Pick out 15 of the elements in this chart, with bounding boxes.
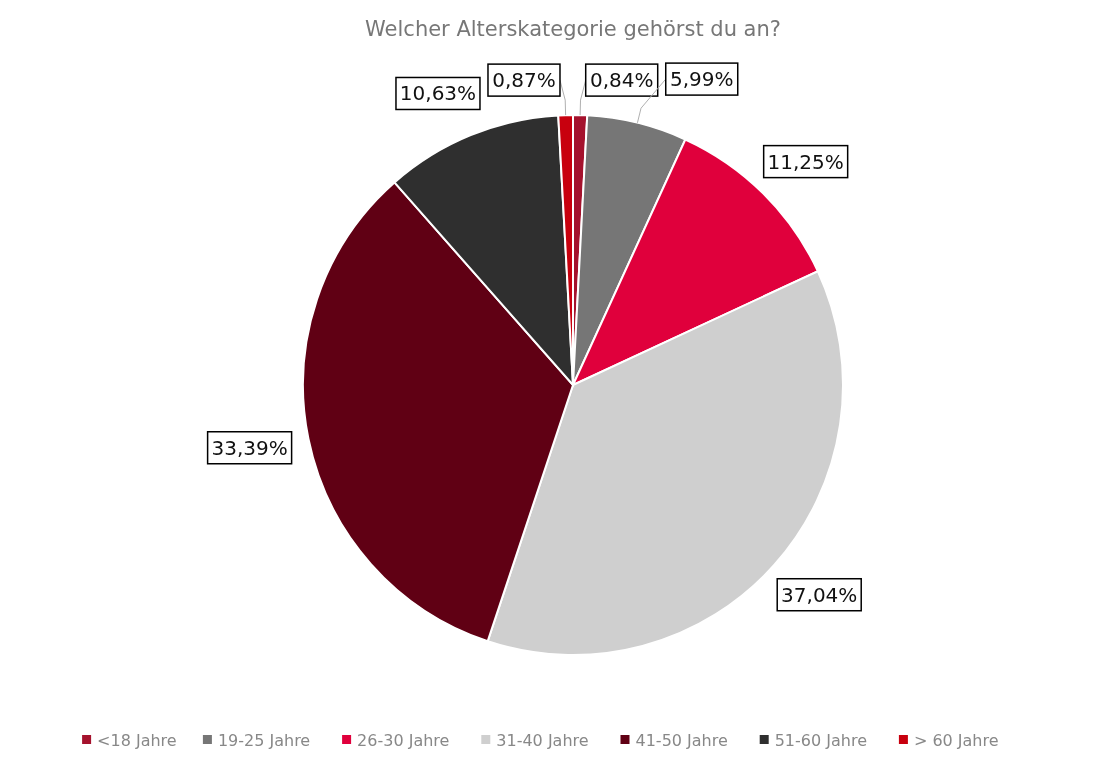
legend-label: > 60 Jahre: [913, 730, 999, 750]
data-label: 10,63%: [399, 81, 477, 106]
chart-title: Welcher Alterskategorie gehörst du an?: [365, 17, 781, 41]
legend-label: 31-40 Jahre: [496, 730, 589, 750]
legend-label: <18 Jahre: [97, 730, 177, 750]
data-label: 37,04%: [781, 582, 858, 607]
legend-label: 26-30 Jahre: [357, 730, 450, 750]
legend-label: 41-50 Jahre: [635, 730, 728, 750]
legend-label: 19-25 Jahre: [217, 730, 311, 750]
data-label: 11,25%: [767, 149, 844, 174]
data-label: 0,87%: [492, 68, 556, 93]
data-label: 33,39%: [211, 435, 288, 460]
data-label: 0,84%: [589, 68, 654, 93]
legend-label: 51-60 Jahre: [774, 730, 868, 750]
data-label: 5,99%: [669, 67, 734, 92]
